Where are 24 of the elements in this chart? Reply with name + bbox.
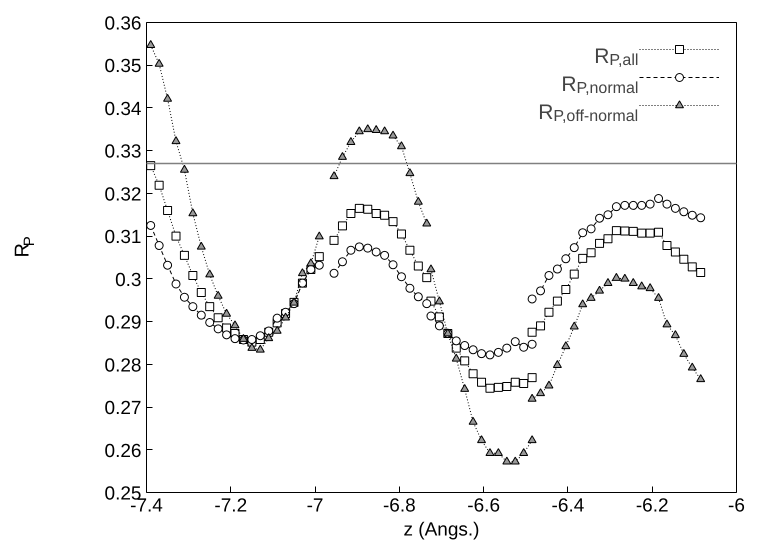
y-tick-label: 0.26 <box>104 440 142 462</box>
y-axis-title: RP <box>12 236 38 258</box>
y-tick-label: 0.3 <box>115 270 142 291</box>
legend-label: RP,all <box>594 45 638 69</box>
y-tick-label: 0.35 <box>104 56 142 78</box>
y-tick-label: 0.32 <box>104 184 142 206</box>
legend-label: RP,normal <box>561 73 638 97</box>
x-tick-label: -6 <box>728 496 745 516</box>
x-tick-label: -7 <box>306 496 324 516</box>
x-tick-label: -6.4 <box>552 496 585 516</box>
y-tick-label: 0.27 <box>104 398 142 420</box>
x-tick-label: -7.2 <box>214 496 248 516</box>
x-tick-label: -6.2 <box>636 496 669 516</box>
y-tick-label: 0.29 <box>104 312 142 334</box>
y-tick-label: 0.28 <box>104 355 142 376</box>
y-tick-label: 0.36 <box>104 14 142 34</box>
x-axis-title: z (Angs.) <box>403 520 480 540</box>
y-tick-label: 0.25 <box>104 484 142 504</box>
legend-label: RP,off-normal <box>538 101 638 125</box>
y-tick-label: 0.33 <box>104 142 142 163</box>
x-tick-label: -6.6 <box>467 496 500 516</box>
y-tick-label: 0.31 <box>104 227 142 248</box>
x-tick-label: -6.8 <box>382 496 416 516</box>
y-tick-label: 0.34 <box>104 98 142 120</box>
